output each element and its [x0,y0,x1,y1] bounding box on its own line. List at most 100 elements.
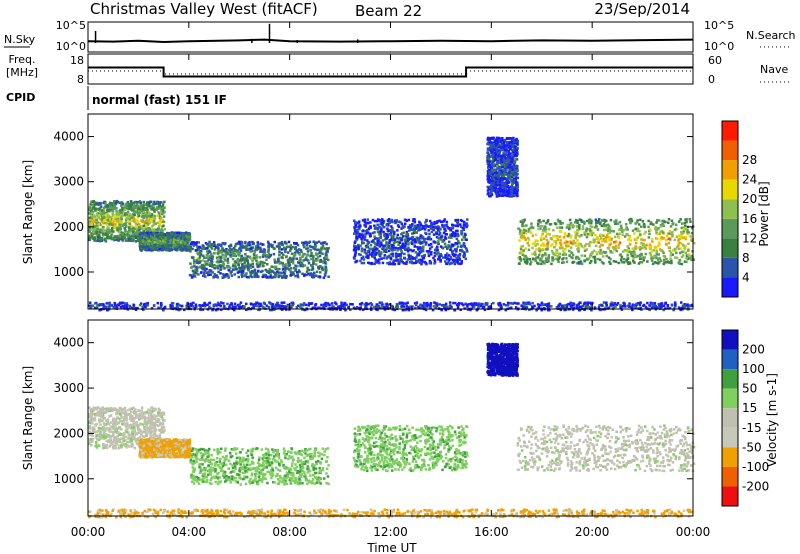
data-cell [241,242,244,246]
data-cell [147,214,151,218]
data-cell [96,227,99,231]
data-cell [568,227,571,231]
data-cell [148,248,152,251]
data-cell [126,233,129,236]
data-cell [256,265,260,269]
data-cell [91,206,95,209]
data-cell [162,236,165,239]
data-cell [133,213,136,217]
data-cell [257,261,260,264]
data-cell [97,203,100,207]
cpid-text: normal (fast) 151 IF [92,93,227,107]
data-cell [353,226,356,229]
data-cell [311,267,315,271]
data-cell [504,193,507,197]
data-cell [193,262,196,265]
data-cell [147,235,150,238]
data-cell [265,258,268,261]
data-cell [455,256,458,259]
data-cell [291,259,295,262]
data-cell [102,201,105,205]
data-cell [129,228,133,231]
data-cell [510,160,513,164]
data-cell [158,203,161,206]
data-cell [153,214,156,218]
data-cell [384,249,388,252]
data-cell [674,223,678,226]
data-cell [302,241,306,245]
data-cell [299,263,302,267]
data-cell [112,207,115,210]
data-cell [488,180,491,184]
data-cell [102,219,106,222]
data-cell [136,205,139,208]
data-cell [318,275,322,278]
data-cell [222,263,225,266]
data-cell [104,233,107,237]
data-cell [201,244,204,247]
data-cell [571,253,575,257]
data-cell [103,232,106,236]
data-cell [403,238,407,241]
data-cell [594,261,597,264]
data-cell [261,275,264,279]
data-cell [231,268,235,271]
data-cell [141,207,144,211]
data-cell [357,247,361,250]
data-cell [510,174,513,177]
data-cell [141,239,144,242]
data-cell [306,250,310,253]
data-cell [189,262,192,265]
data-cell [173,243,176,247]
data-cell [320,246,324,249]
data-cell [88,228,91,231]
data-cell [494,186,498,190]
data-cell [317,267,320,270]
data-cell [456,258,460,262]
data-cell [234,244,237,248]
data-cell [105,223,109,227]
data-cell [185,236,189,239]
data-cell [117,230,121,234]
data-cell [531,246,534,250]
data-cell [179,232,183,236]
data-cell [91,228,94,232]
data-cell [223,267,226,270]
data-cell [419,234,422,237]
data-cell [129,231,132,234]
data-cell [213,252,216,255]
data-cell [679,218,682,221]
data-cell [133,231,137,235]
data-cell [148,201,151,204]
data-cell [656,219,659,222]
data-cell [152,202,156,206]
data-cell [222,242,226,245]
data-cell [237,275,240,279]
data-cell [307,241,310,244]
data-cell [454,229,458,233]
data-cell [428,232,431,236]
data-cell [139,227,142,230]
data-cell [210,269,213,272]
data-cell [495,147,498,150]
data-cell [115,199,119,203]
data-cell [141,205,145,209]
data-cell [324,252,328,256]
data-cell [401,235,405,238]
data-cell [495,184,499,187]
data-cell [172,241,176,244]
data-cell [289,244,293,247]
data-cell [109,216,113,219]
data-cell [324,271,328,274]
data-cell [396,233,399,237]
data-cell [374,226,377,229]
data-cell [500,177,503,180]
data-cell [391,252,394,255]
data-cell [143,206,146,210]
data-cell [231,257,235,261]
data-cell [153,210,156,214]
data-cell [407,238,410,241]
data-cell [689,220,692,223]
data-cell [197,273,200,276]
data-cell [187,241,191,244]
